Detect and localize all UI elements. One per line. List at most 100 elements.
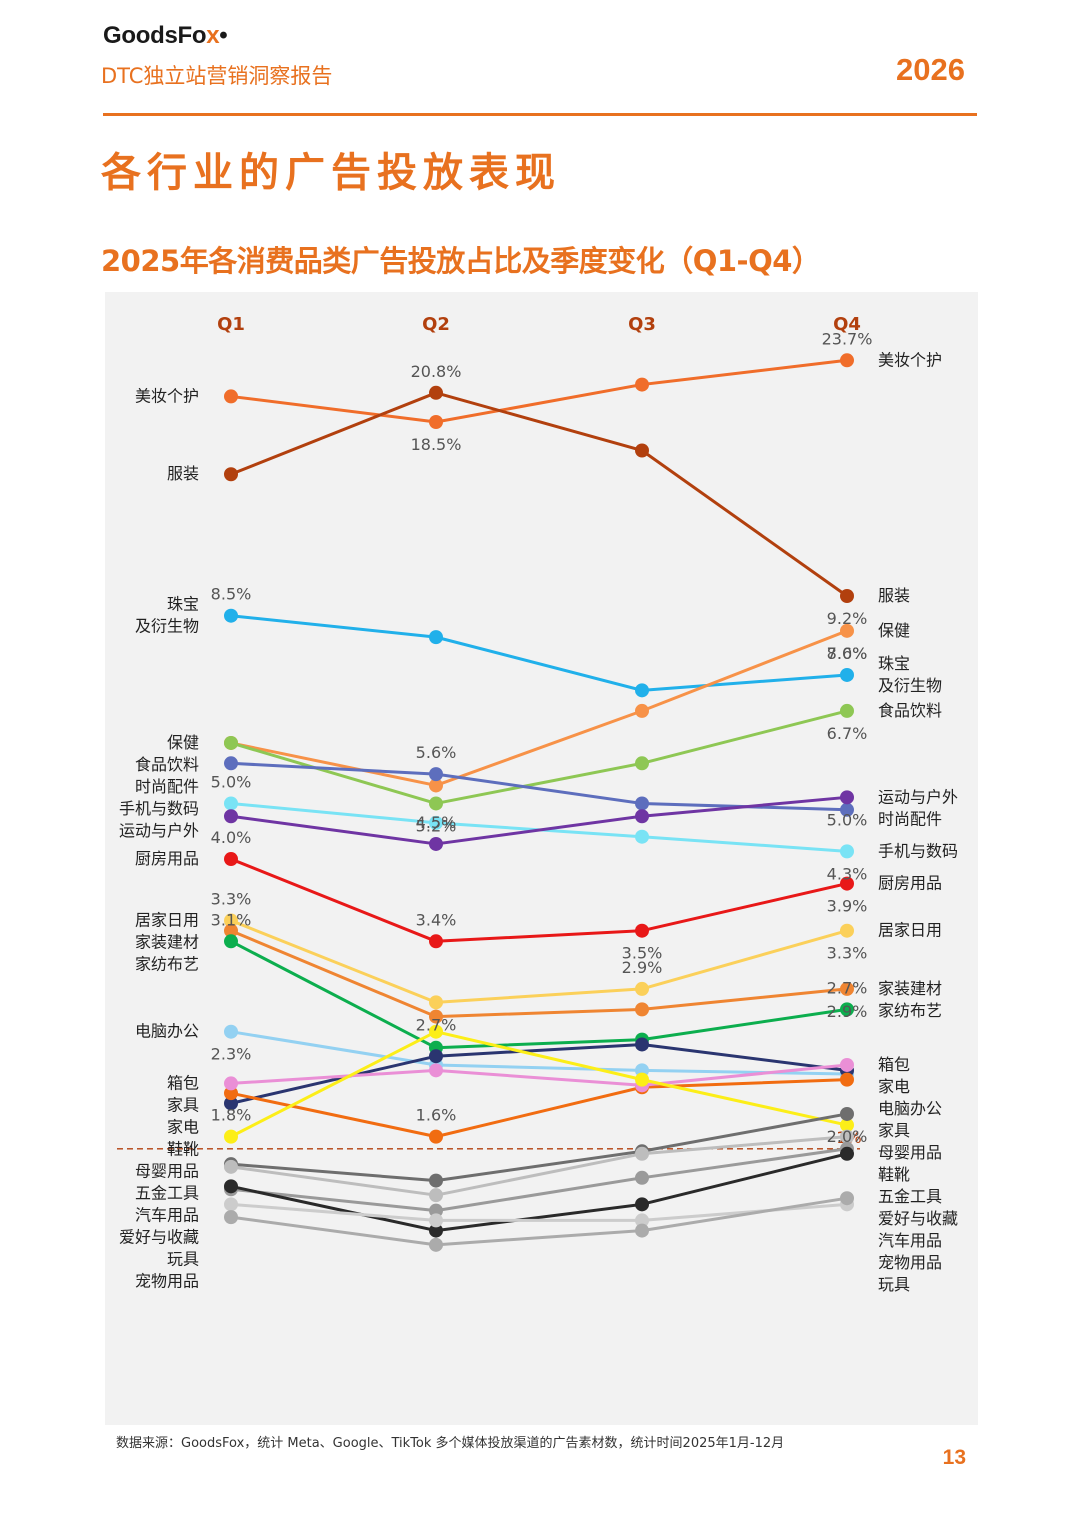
series-14-point-q2 [429,1129,443,1144]
series-12-point-q1 [224,1024,238,1039]
series-20-line [230,1152,848,1233]
series-16-point-q4 [840,1118,854,1133]
series-4-point-q3 [635,756,649,771]
annotation-17: 3.5% [622,944,663,963]
series-6-left-label: 手机与数码 [119,799,199,818]
series-19-right-label: 爱好与收藏 [878,1209,958,1228]
series-14-left-label: 家具 [167,1095,199,1114]
series-2-point-q4 [840,667,854,682]
annotation-12: 4.5% [416,813,457,832]
series-3-point-q3 [635,703,649,718]
series-7-point-q4 [840,790,854,805]
series-3-point-q4 [840,623,854,638]
series-20-left-label: 汽车用品 [135,1205,199,1224]
series-4-point-q4 [840,703,854,718]
series-8-line [230,857,848,943]
series-18-point-q1 [224,1159,238,1174]
series-7-point-q2 [429,836,443,851]
annotation-18: 3.3% [211,890,252,909]
annotation-19: 3.3% [827,944,868,963]
chart-panel: Q1Q2Q3Q41%美妆个护服装珠宝及衍生物保健食品饮料时尚配件手机与数码运动与… [105,292,978,1425]
series-9-point-q2 [429,995,443,1010]
series-8-point-q1 [224,852,238,867]
series-18-point-q2 [429,1188,443,1203]
series-4-point-q2 [429,796,443,811]
series-8-right-label: 厨房用品 [878,874,942,893]
series-15-line [230,1063,848,1087]
series-15-point-q2 [429,1063,443,1078]
series-11-line [230,939,848,1050]
series-17-line [230,1112,848,1183]
series-18-right-label: 五金工具 [878,1187,942,1206]
data-source-note: 数据来源：GoodsFox，统计 Meta、Google、TikTok 多个媒体… [116,1436,785,1451]
annotation-16: 3.4% [416,910,457,929]
series-0-line [230,358,848,424]
series-1-point-q4 [840,589,854,604]
series-3-right-label: 保健 [878,621,910,640]
series-1-right-label: 服装 [878,586,910,605]
series-5-point-q2 [429,767,443,782]
series-2-left-label-line-1: 及衍生物 [135,617,199,636]
series-14-right-label: 家具 [878,1121,910,1140]
series-14-line [230,1078,848,1139]
series-1-point-q2 [429,385,443,400]
annotation-27: 2.0% [827,1127,868,1146]
series-4-right-label: 食品饮料 [878,701,942,720]
series-10-point-q4 [840,981,854,996]
annotation-6: 7.6% [827,644,868,663]
series-6-point-q3 [635,829,649,844]
series-0-point-q1 [224,389,238,404]
brand-name-accent: x [206,22,220,49]
series-9-left-label: 居家日用 [135,911,199,930]
series-9-point-q3 [635,981,649,996]
series-22-point-q4 [840,1191,854,1206]
series-18-line [230,1135,848,1197]
series-1-point-q1 [224,467,238,482]
series-10-left-label: 家装建材 [135,933,199,952]
series-11-point-q4 [840,1002,854,1017]
series-19-point-q3 [635,1170,649,1185]
series-10-right-label: 家装建材 [878,979,942,998]
series-21-point-q1 [224,1197,238,1212]
annotation-22: 2.9% [622,958,663,977]
series-6-point-q1 [224,796,238,811]
annotation-9: 5.2% [416,816,457,835]
series-6-right-label: 手机与数码 [878,841,958,860]
series-2-right-label-line-0: 珠宝 [878,654,910,673]
series-2-line [230,614,848,692]
series-13-point-q2 [429,1049,443,1064]
series-16-point-q2 [429,1024,443,1039]
series-15-left-label: 箱包 [167,1073,199,1092]
series-10-line [230,929,848,1019]
series-21-line [230,1202,848,1222]
series-16-right-label: 鞋靴 [878,1165,910,1184]
series-7-line [230,795,848,846]
series-4-left-label: 食品饮料 [135,755,199,774]
series-9-right-label: 居家日用 [878,921,942,940]
series-5-right-label: 时尚配件 [878,809,942,828]
series-9-point-q4 [840,923,854,938]
annotation-7: 6.7% [827,724,868,743]
series-22-line [230,1196,848,1247]
series-11-right-label: 家纺布艺 [878,1001,942,1020]
series-16-point-q3 [635,1072,649,1087]
annotation-3: 9.2% [827,609,868,628]
series-12-line [230,1030,848,1076]
series-3-point-q2 [429,778,443,793]
annotation-21: 2.7% [416,1015,457,1034]
page-title: 各行业的广告投放表现 [101,150,561,196]
series-22-left-label: 宠物用品 [135,1271,199,1290]
annotation-8: 5.6% [416,743,457,762]
series-6-point-q4 [840,844,854,859]
series-13-point-q3 [635,1037,649,1052]
annotation-25: 2.3% [211,1045,252,1064]
series-19-point-q2 [429,1203,443,1218]
report-title: DTC独立站营销洞察报告 [101,64,333,88]
series-21-point-q2 [429,1213,443,1228]
series-7-left-label: 运动与户外 [119,821,199,840]
series-9-line [230,919,848,1004]
series-18-point-q4 [840,1129,854,1144]
series-22-point-q1 [224,1210,238,1225]
series-13-left-label: 家电 [167,1117,199,1136]
series-13-point-q1 [224,1096,238,1111]
